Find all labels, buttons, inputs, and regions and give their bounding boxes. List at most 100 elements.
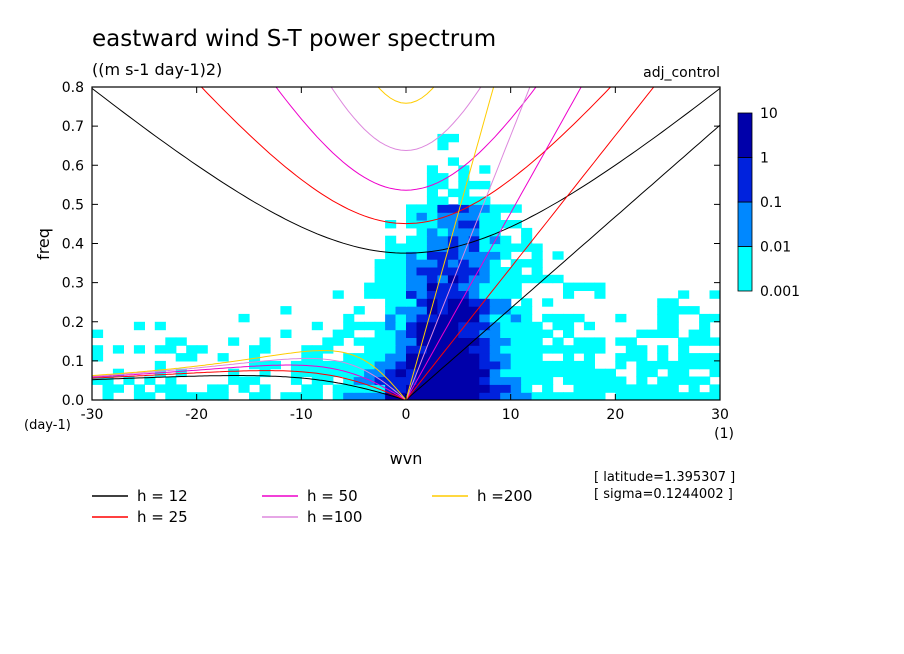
spectrum-cell bbox=[542, 392, 554, 400]
spectrum-cell bbox=[709, 290, 720, 299]
spectrum-cell bbox=[657, 313, 669, 323]
spectrum-cell bbox=[385, 345, 397, 354]
spectrum-cell bbox=[468, 259, 480, 268]
spectrum-cell bbox=[709, 368, 720, 378]
spectrum-cell bbox=[583, 360, 595, 370]
spectrum-cell bbox=[426, 173, 438, 182]
spectrum-cell bbox=[416, 353, 428, 362]
spectrum-cell bbox=[531, 243, 543, 252]
spectrum-cell bbox=[374, 392, 386, 400]
spectrum-cell bbox=[510, 282, 522, 291]
spectrum-cell bbox=[667, 329, 679, 338]
spectrum-cell bbox=[426, 259, 438, 268]
spectrum-cell bbox=[615, 313, 627, 323]
spectrum-cell bbox=[426, 212, 438, 221]
spectrum-cell bbox=[447, 337, 459, 346]
spectrum-cell bbox=[531, 376, 543, 385]
spectrum-cell bbox=[667, 306, 679, 315]
spectrum-cell bbox=[416, 251, 428, 260]
spectrum-cell bbox=[332, 384, 344, 393]
spectrum-cell bbox=[395, 353, 407, 362]
legend-label-h25: h = 25 bbox=[137, 508, 188, 526]
spectrum-cell bbox=[531, 267, 543, 276]
spectrum-cell bbox=[416, 243, 428, 252]
spectrum-cell bbox=[385, 353, 397, 362]
spectrum-cell bbox=[479, 360, 491, 370]
spectrum-cell bbox=[542, 329, 554, 338]
spectrum-cell bbox=[573, 360, 585, 370]
spectrum-cell bbox=[165, 376, 177, 385]
spectrum-cell bbox=[406, 392, 418, 400]
spectrum-cell bbox=[416, 306, 428, 315]
spectrum-cell bbox=[468, 345, 480, 354]
spectrum-cell bbox=[311, 321, 323, 331]
spectrum-cell bbox=[385, 298, 397, 307]
spectrum-cell bbox=[133, 321, 145, 331]
spectrum-cell bbox=[437, 306, 449, 315]
spectrum-cell bbox=[416, 376, 428, 385]
spectrum-cell bbox=[521, 259, 533, 268]
spectrum-cell bbox=[489, 329, 501, 338]
spectrum-cell bbox=[458, 220, 470, 229]
spectrum-cell bbox=[489, 321, 501, 331]
spectrum-cell bbox=[500, 392, 512, 400]
spectrum-cell bbox=[311, 384, 323, 393]
spectrum-cell bbox=[594, 337, 606, 346]
gravity-curve-100 bbox=[330, 87, 482, 152]
spectrum-cell bbox=[563, 329, 575, 338]
spectrum-cell bbox=[416, 282, 428, 291]
spectrum-cell bbox=[353, 306, 365, 315]
spectrum-cell bbox=[500, 267, 512, 276]
spectrum-cell bbox=[259, 345, 271, 354]
spectrum-cell bbox=[657, 353, 669, 362]
spectrum-cell bbox=[678, 290, 690, 299]
spectrum-cell bbox=[437, 368, 449, 378]
spectrum-cell bbox=[479, 321, 491, 331]
spectrum-cell bbox=[468, 306, 480, 315]
spectrum-cell bbox=[583, 282, 595, 291]
spectrum-cell bbox=[343, 329, 355, 338]
spectrum-cell bbox=[426, 220, 438, 229]
spectrum-cell bbox=[479, 259, 491, 268]
spectrum-cell bbox=[521, 274, 533, 284]
spectrum-cell bbox=[531, 353, 543, 362]
spectrum-cell bbox=[531, 321, 543, 331]
spectrum-cell bbox=[447, 306, 459, 315]
spectrum-cell bbox=[625, 392, 637, 400]
chart-title: eastward wind S-T power spectrum bbox=[92, 26, 496, 52]
spectrum-cell bbox=[395, 368, 407, 378]
spectrum-cell bbox=[458, 267, 470, 276]
spectrum-cell bbox=[395, 360, 407, 370]
spectrum-cell bbox=[353, 337, 365, 346]
spectrum-cell bbox=[552, 274, 564, 284]
spectrum-cell bbox=[364, 321, 376, 331]
x-tick-label: 30 bbox=[711, 407, 729, 423]
spectrum-cell bbox=[510, 243, 522, 252]
spectrum-cell bbox=[667, 298, 679, 307]
spectrum-cell bbox=[343, 313, 355, 323]
spectrum-cell bbox=[406, 251, 418, 260]
spectrum-cell bbox=[374, 282, 386, 291]
spectrum-cell bbox=[353, 321, 365, 331]
spectrum-cell bbox=[521, 368, 533, 378]
spectrum-cell bbox=[207, 392, 219, 400]
spectrum-cell bbox=[489, 337, 501, 346]
spectrum-cell bbox=[479, 227, 491, 237]
spectrum-cell bbox=[165, 392, 177, 400]
spectrum-cell bbox=[416, 321, 428, 331]
spectrum-cell bbox=[479, 313, 491, 323]
spectrum-cell bbox=[604, 376, 616, 385]
spectrum-cell bbox=[447, 267, 459, 276]
spectrum-cell bbox=[437, 360, 449, 370]
spectrum-cell bbox=[374, 290, 386, 299]
spectrum-cell bbox=[500, 353, 512, 362]
spectrum-cell bbox=[667, 313, 679, 323]
spectrum-cell bbox=[552, 337, 564, 346]
spectrum-cell bbox=[311, 376, 323, 385]
spectrum-cell bbox=[207, 384, 219, 393]
spectrum-cell bbox=[426, 368, 438, 378]
spectrum-cell bbox=[290, 392, 302, 400]
spectrum-cell bbox=[437, 282, 449, 291]
spectrum-cell bbox=[510, 392, 522, 400]
